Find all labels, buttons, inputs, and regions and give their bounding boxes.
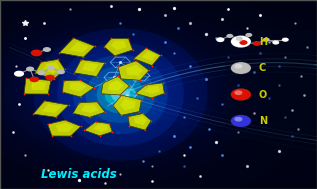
Circle shape — [245, 33, 252, 37]
Polygon shape — [31, 81, 46, 90]
Ellipse shape — [73, 55, 168, 134]
Text: C: C — [259, 63, 266, 73]
Circle shape — [253, 41, 261, 46]
Polygon shape — [62, 80, 94, 97]
Circle shape — [37, 70, 45, 75]
Polygon shape — [56, 123, 74, 132]
Circle shape — [31, 50, 42, 56]
Circle shape — [234, 117, 243, 122]
Circle shape — [231, 115, 251, 127]
Polygon shape — [69, 82, 87, 92]
Bar — [225, 30, 314, 139]
Polygon shape — [141, 51, 156, 61]
Polygon shape — [81, 105, 99, 113]
Polygon shape — [134, 48, 161, 66]
Polygon shape — [128, 113, 151, 130]
Polygon shape — [82, 63, 99, 72]
Ellipse shape — [86, 66, 155, 123]
Polygon shape — [24, 78, 51, 94]
Circle shape — [231, 88, 251, 101]
Circle shape — [43, 47, 51, 52]
Polygon shape — [134, 116, 147, 125]
Polygon shape — [48, 120, 81, 136]
Circle shape — [47, 66, 55, 70]
Circle shape — [236, 37, 243, 41]
Polygon shape — [74, 60, 105, 77]
Polygon shape — [59, 38, 95, 57]
Circle shape — [216, 37, 224, 42]
Ellipse shape — [97, 76, 144, 113]
Polygon shape — [126, 65, 143, 76]
Polygon shape — [120, 99, 136, 110]
Polygon shape — [111, 41, 127, 50]
Circle shape — [234, 37, 243, 42]
Polygon shape — [104, 39, 133, 56]
Polygon shape — [73, 102, 105, 117]
Polygon shape — [42, 104, 61, 113]
Ellipse shape — [111, 87, 130, 102]
Circle shape — [234, 64, 243, 69]
Circle shape — [57, 69, 65, 74]
Circle shape — [231, 36, 251, 48]
Circle shape — [26, 67, 34, 71]
Circle shape — [45, 75, 55, 80]
Text: O: O — [259, 90, 267, 99]
Polygon shape — [144, 86, 160, 94]
Polygon shape — [118, 61, 149, 80]
Ellipse shape — [33, 28, 208, 161]
Polygon shape — [93, 124, 108, 132]
Circle shape — [14, 71, 24, 77]
Text: N: N — [259, 116, 267, 126]
Ellipse shape — [105, 82, 136, 107]
Circle shape — [226, 34, 233, 38]
Polygon shape — [69, 42, 89, 53]
Circle shape — [29, 77, 39, 82]
Circle shape — [234, 90, 243, 95]
Polygon shape — [113, 95, 141, 115]
Circle shape — [282, 38, 289, 42]
Polygon shape — [35, 59, 65, 79]
Polygon shape — [136, 83, 165, 98]
Circle shape — [263, 38, 270, 42]
Circle shape — [231, 62, 251, 74]
Polygon shape — [33, 101, 69, 117]
Text: Lewis acids: Lewis acids — [42, 168, 117, 181]
Circle shape — [272, 40, 279, 45]
Polygon shape — [101, 76, 129, 95]
Polygon shape — [84, 122, 112, 136]
Ellipse shape — [57, 43, 184, 146]
Text: H: H — [259, 37, 267, 46]
Circle shape — [239, 40, 248, 45]
Polygon shape — [43, 62, 60, 73]
Polygon shape — [108, 80, 123, 91]
